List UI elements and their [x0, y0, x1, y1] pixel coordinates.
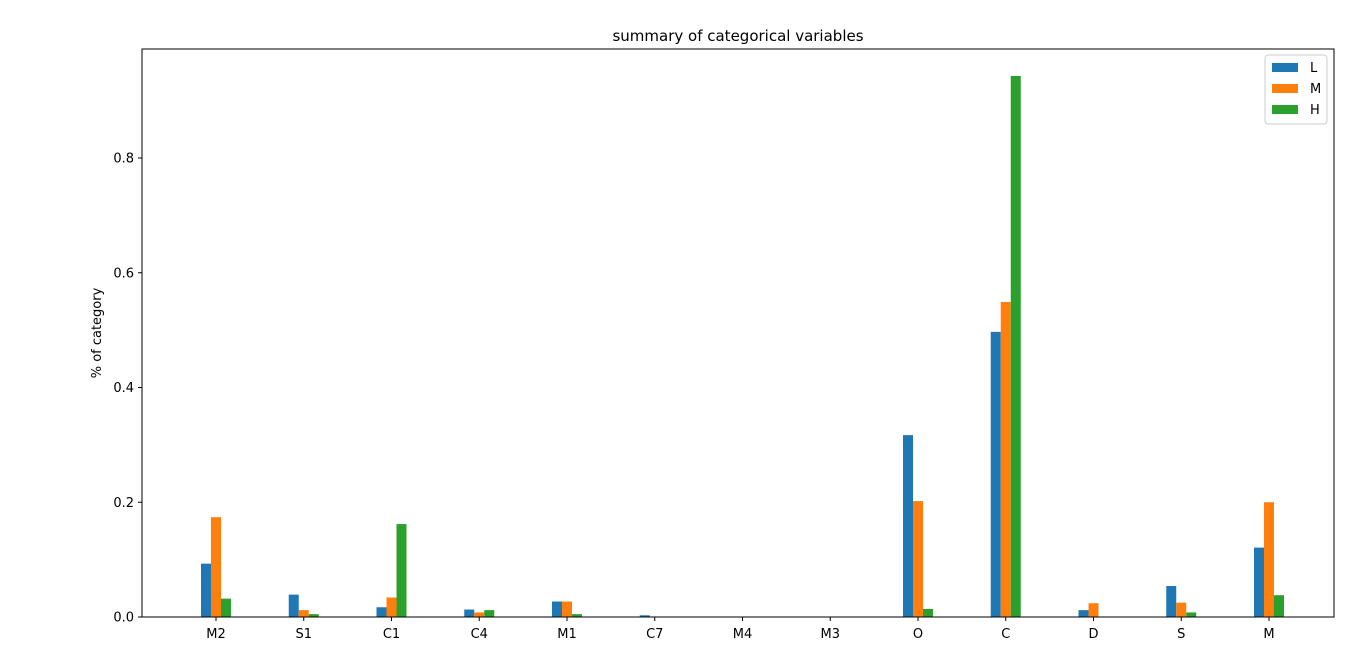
x-tick-label: C1 — [383, 627, 400, 642]
bar-L-C7 — [639, 615, 650, 617]
y-tick-label: 0.4 — [113, 381, 134, 396]
y-tick-label: 0.2 — [113, 496, 134, 511]
bar-H-S1 — [308, 614, 319, 617]
bar-H-S — [1186, 612, 1197, 617]
x-tick-label: C7 — [646, 627, 663, 642]
x-tick-label: M3 — [821, 627, 841, 642]
bar-L-C — [990, 331, 1001, 617]
bar-L-C4 — [464, 609, 475, 617]
bar-L-D — [1078, 610, 1089, 617]
bar-M-M — [1264, 502, 1274, 617]
x-tick-label: S1 — [295, 627, 312, 642]
bar-M-C4 — [474, 612, 485, 617]
bar-M-O — [913, 501, 923, 617]
bar-M-M2 — [211, 517, 221, 617]
bar-H-M — [1274, 595, 1284, 617]
legend-label-L: L — [1310, 61, 1318, 76]
bar-H-M2 — [221, 598, 231, 617]
x-tick-label: M1 — [557, 627, 577, 642]
bar-M-S — [1176, 602, 1187, 617]
legend-label-M: M — [1310, 82, 1321, 97]
bar-M-M1 — [562, 601, 572, 617]
bar-H-C4 — [484, 610, 495, 617]
bar-M-D — [1088, 603, 1099, 617]
x-tick-label: M4 — [733, 627, 753, 642]
y-ticks-group: 0.0 0.2 0.4 0.6 0.8 — [113, 152, 142, 626]
y-tick-label: 0.6 — [113, 266, 134, 281]
bar-L-S1 — [288, 594, 299, 617]
bar-H-M1 — [572, 614, 582, 617]
plot-frame — [141, 48, 1335, 618]
legend: LMH — [1264, 54, 1328, 125]
bar-L-M2 — [201, 563, 211, 617]
legend-swatch-L — [1272, 63, 1298, 72]
x-tick-label: C4 — [471, 627, 488, 642]
bar-M-S1 — [298, 610, 309, 617]
y-axis-label: % of category — [90, 287, 105, 378]
bar-L-M1 — [552, 601, 562, 617]
bar-L-M — [1254, 547, 1264, 617]
x-tick-label: O — [913, 627, 923, 642]
bars-group — [201, 75, 1284, 618]
bar-M-C — [1000, 302, 1011, 617]
bar-L-O — [903, 435, 913, 617]
x-tick-label: D — [1088, 627, 1098, 642]
bar-H-O — [923, 608, 933, 617]
legend-label-H: H — [1310, 103, 1320, 118]
x-tick-label: M2 — [206, 627, 226, 642]
y-tick-label: 0.0 — [113, 611, 134, 626]
legend-swatch-H — [1272, 105, 1298, 114]
bar-H-C — [1010, 75, 1021, 618]
bar-L-C1 — [376, 607, 387, 617]
x-ticks-group: M2 S1 C1 C4 M1 C7 M4 M3 O C D S M — [206, 617, 1275, 642]
bar-L-S — [1166, 586, 1177, 617]
bar-M-C1 — [386, 597, 397, 617]
x-tick-label: M — [1263, 627, 1274, 642]
x-tick-label: S — [1177, 627, 1185, 642]
y-tick-label: 0.8 — [113, 152, 134, 167]
chart-title: summary of categorical variables — [612, 27, 863, 45]
bar-H-C1 — [396, 524, 407, 617]
x-tick-label: C — [1001, 627, 1010, 642]
legend-swatch-M — [1272, 84, 1298, 93]
